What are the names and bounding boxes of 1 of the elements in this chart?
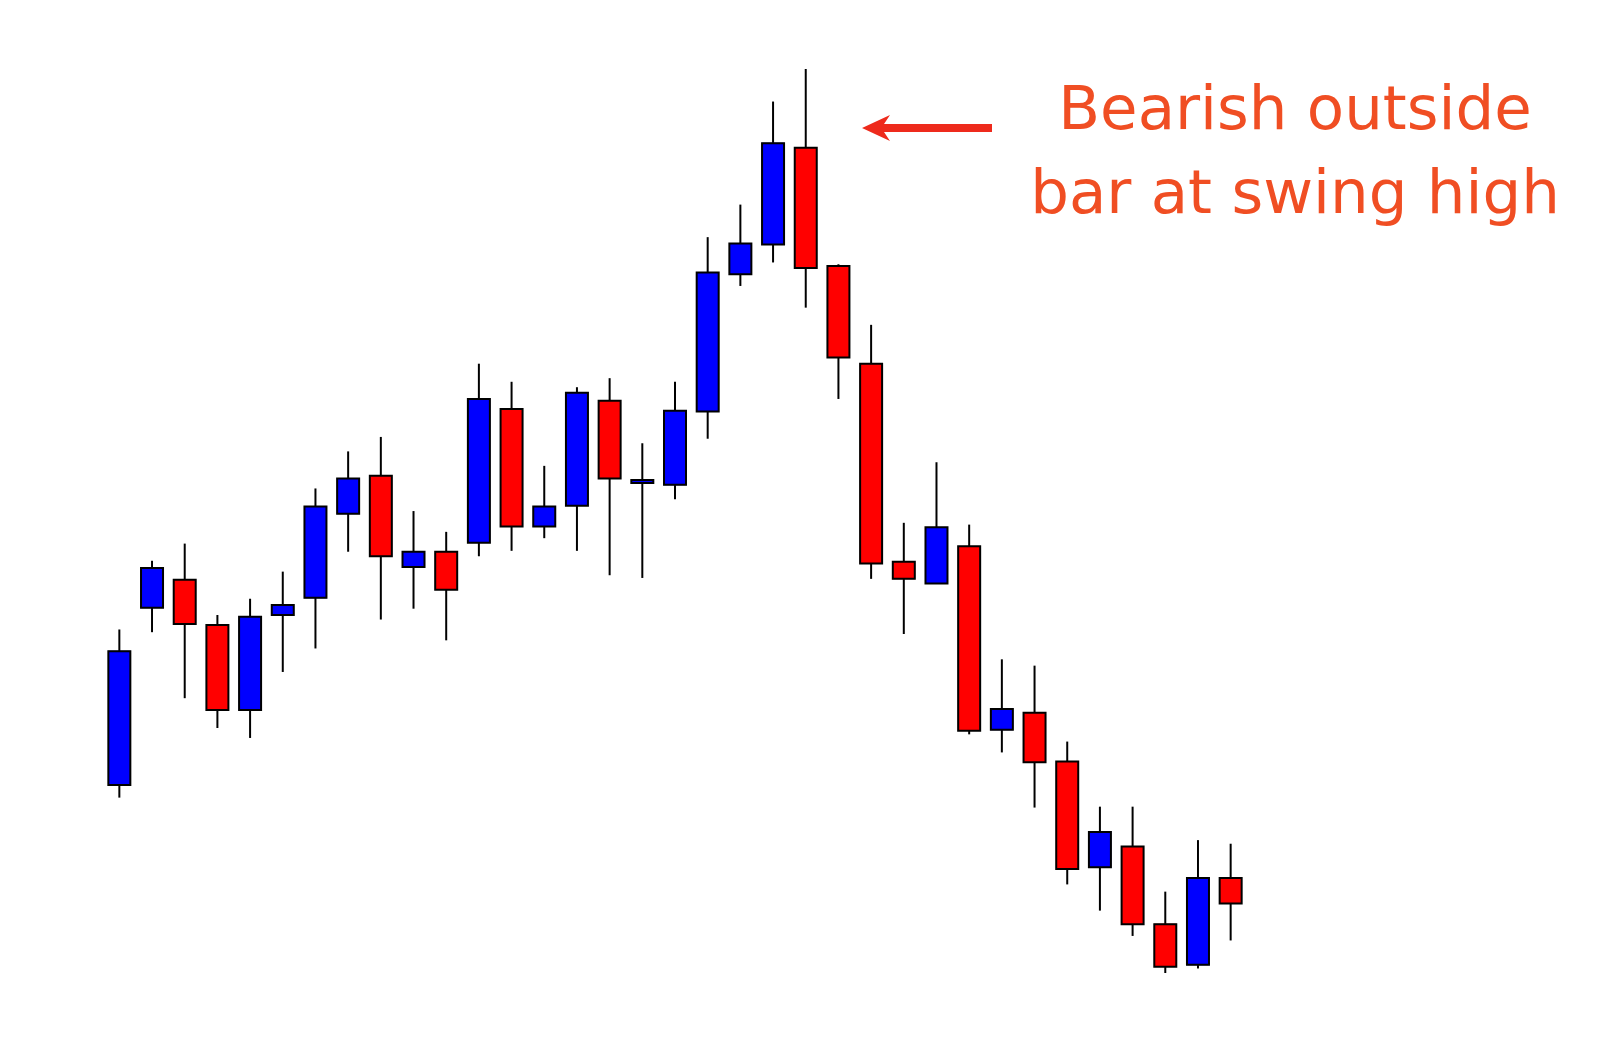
annotation: Bearish outside bar at swing high [1029,71,1561,229]
